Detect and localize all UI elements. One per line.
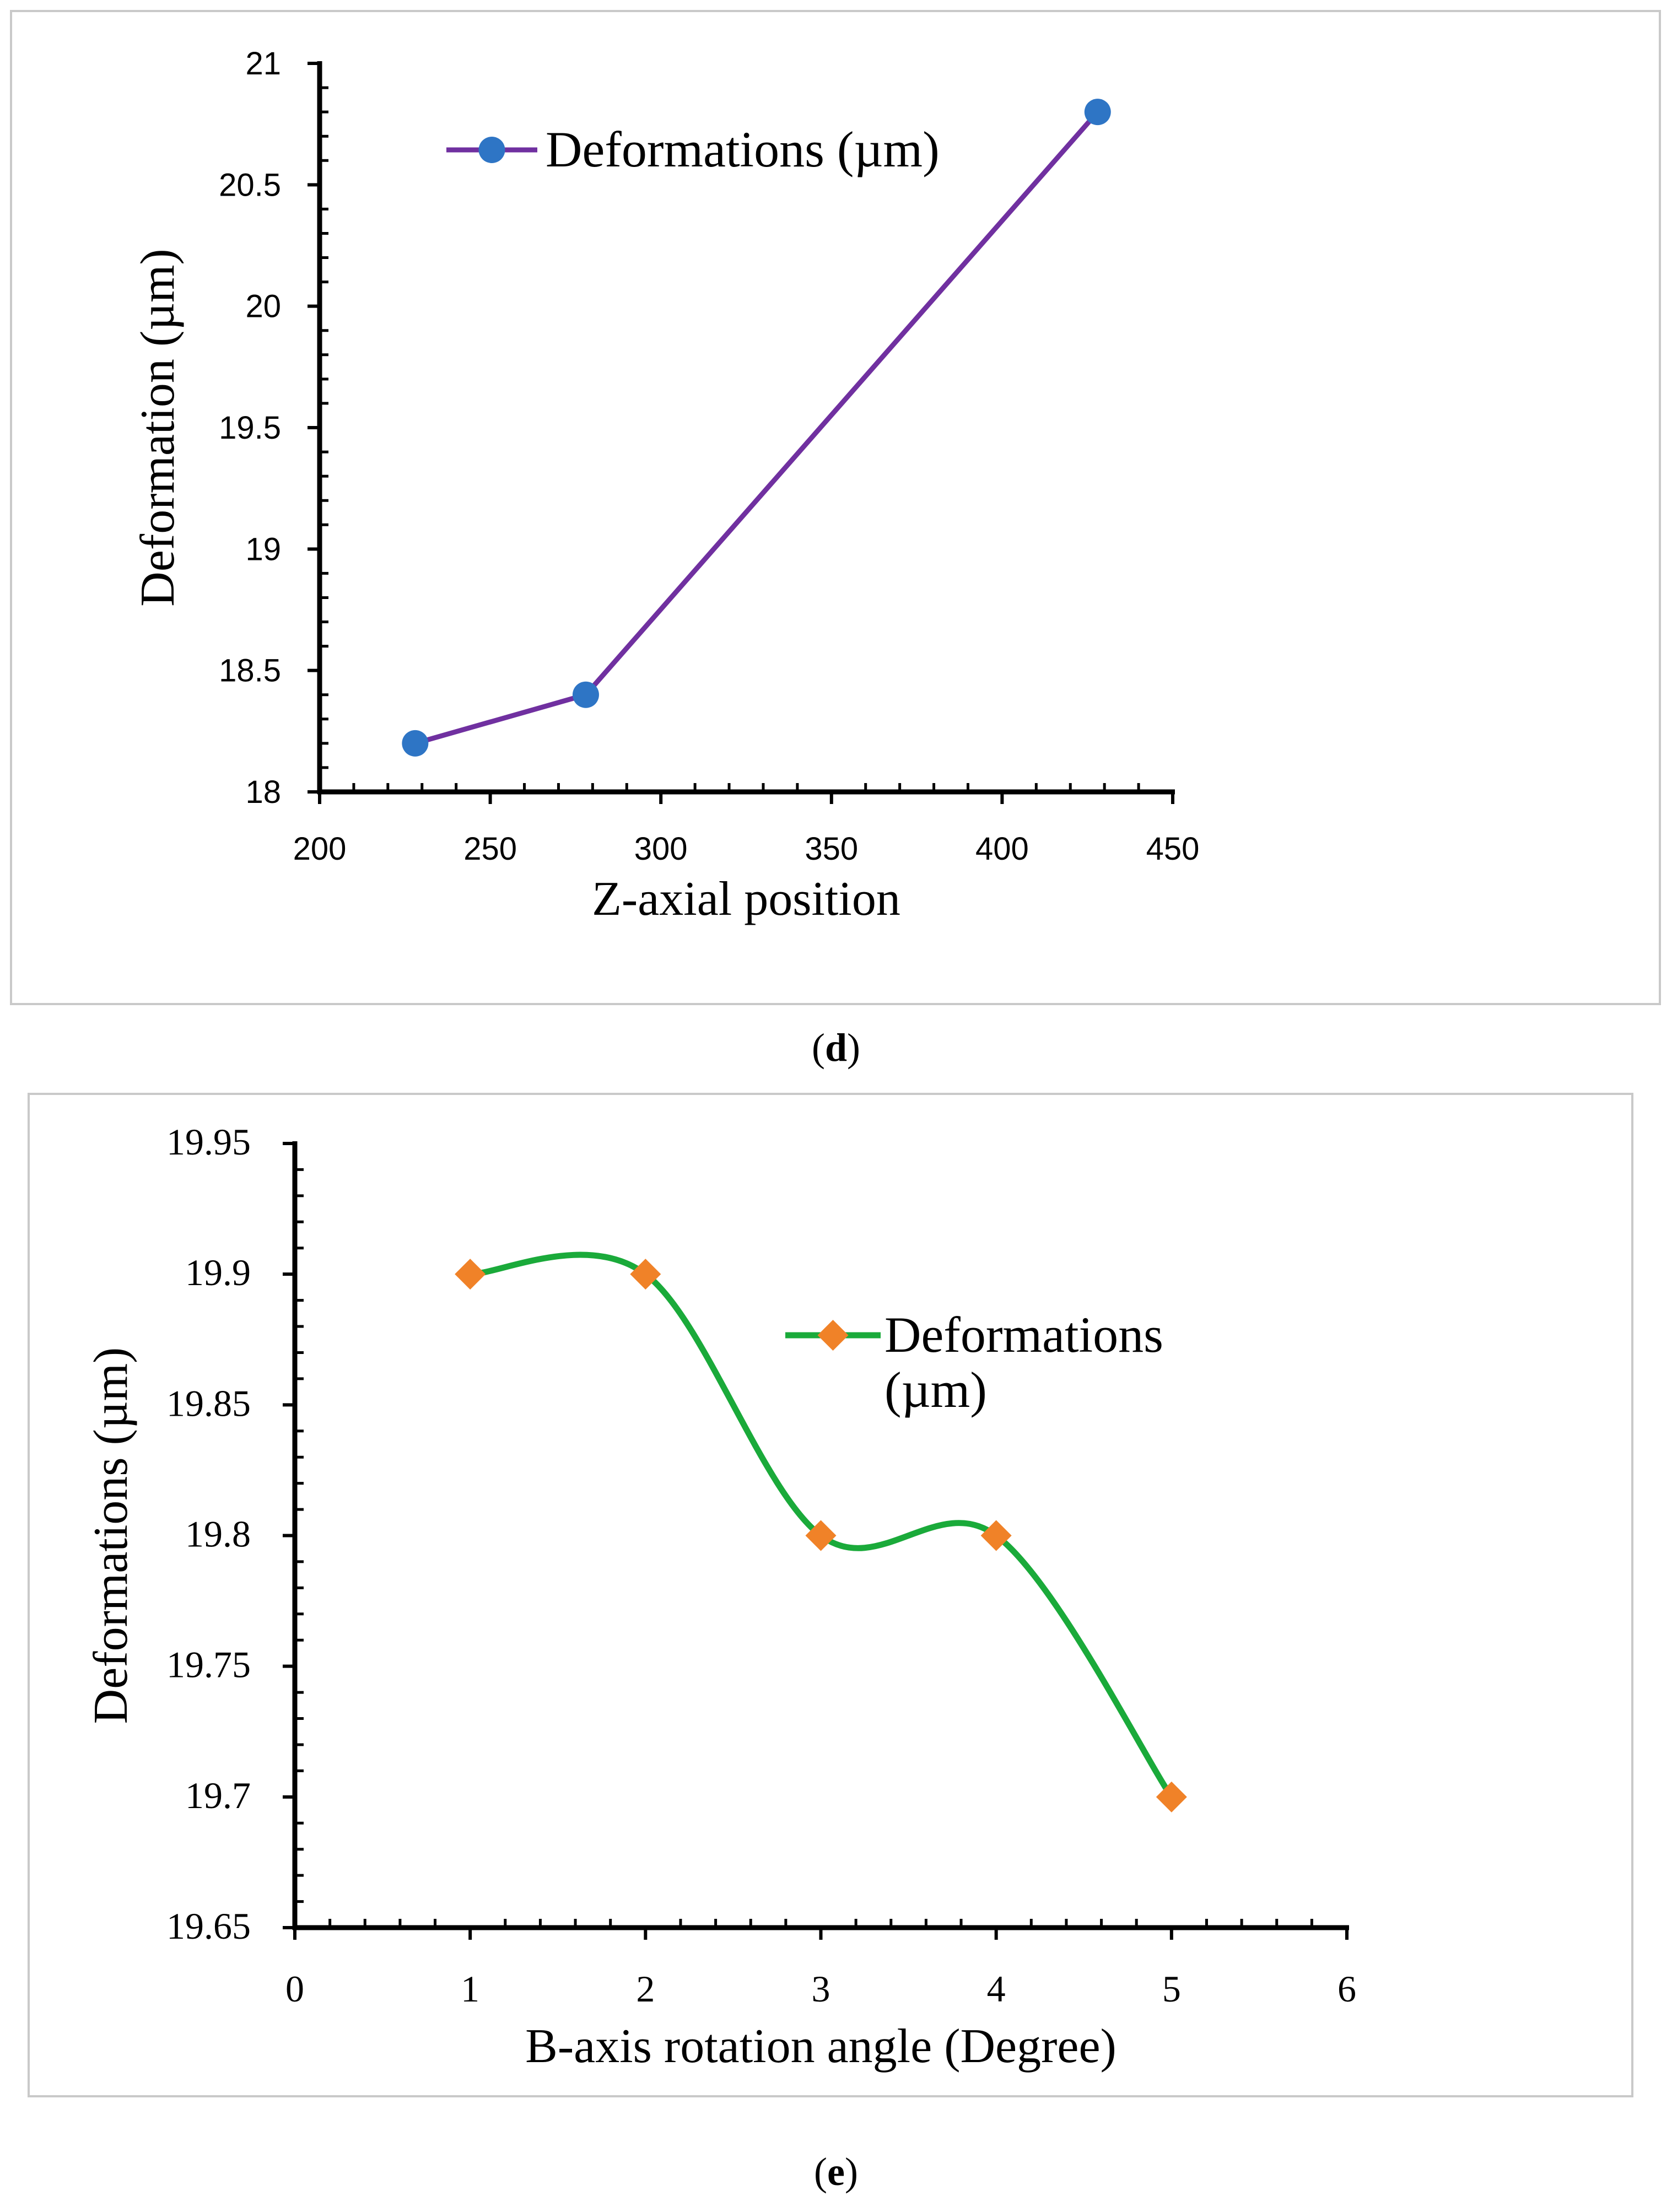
panel-d-y-tick-label: 18 — [245, 774, 281, 810]
panel-d-x-tick-label: 350 — [805, 831, 858, 867]
panel-d-x-tick-label: 400 — [975, 831, 1029, 867]
panel-e-x-tick-label: 3 — [812, 1968, 830, 2010]
panel-e-y-tick-label: 19.95 — [166, 1121, 251, 1163]
panel-e-y-tick-label: 19.85 — [166, 1382, 251, 1424]
panel-e-legend-label: (µm) — [884, 1362, 987, 1418]
panel-d-data-point — [1084, 99, 1111, 126]
panel-e-y-tick-label: 19.75 — [166, 1644, 251, 1686]
panel-e-y-axis-label: Deformations (µm) — [84, 1347, 138, 1724]
panel-e-x-tick-label: 6 — [1337, 1968, 1356, 2010]
panel-e-data-point — [1156, 1781, 1187, 1812]
chart-d: 18 18.5 19 19.5 20 20.5 21 200 250 300 350 400 450 Z-… — [131, 46, 1200, 926]
panel-d-x-tick-label: 200 — [293, 831, 347, 867]
panel-d-x-tick-label: 250 — [463, 831, 517, 867]
panel-e-y-tick-label: 19.7 — [185, 1774, 251, 1816]
panel-e-x-tick-label: 2 — [636, 1968, 655, 2010]
caption-e: (e) — [814, 2150, 858, 2194]
panel-d-y-tick-label: 19.5 — [219, 410, 281, 446]
panel-e-x-tick-label: 0 — [285, 1968, 304, 2010]
panel-d-y-tick-label: 18.5 — [219, 653, 281, 689]
panel-e-x-axis-label: B-axis rotation angle (Degree) — [525, 2020, 1117, 2073]
panel-d-y-tick-label: 21 — [245, 46, 281, 82]
panel-d-y-tick-label: 19 — [245, 531, 281, 567]
panel-e-x-tick-label: 4 — [987, 1968, 1006, 2010]
panel-e-x-tick-label: 5 — [1162, 1968, 1181, 2010]
panel-e-data-point — [980, 1520, 1012, 1551]
panel-d-y-tick-label: 20 — [245, 289, 281, 325]
panel-e-legend-marker — [817, 1320, 849, 1351]
panel-d-x-axis-label: Z-axial position — [592, 872, 900, 926]
panel-e-data-point — [630, 1259, 661, 1290]
panel-d-data-point — [572, 681, 599, 708]
panel-e-y-tick-label: 19.9 — [185, 1251, 251, 1293]
caption-d: (d) — [811, 1026, 860, 1070]
chart-panel-d — [10, 10, 1661, 1005]
panel-e-y-tick-label: 19.65 — [166, 1905, 251, 1947]
panel-d-data-point — [402, 730, 429, 757]
panel-d-y-axis-label: Deformation (µm) — [131, 249, 185, 606]
panel-d-x-tick-label: 450 — [1146, 831, 1200, 867]
panel-d-y-tick-label: 20.5 — [219, 167, 281, 203]
panel-d-x-tick-label: 300 — [634, 831, 688, 867]
panel-e-x-tick-label: 1 — [461, 1968, 479, 2010]
panel-e-data-point — [455, 1259, 486, 1290]
panel-e-data-point — [805, 1520, 837, 1551]
panel-d-legend-marker — [478, 137, 505, 163]
panel-d-legend-label: Deformations (µm) — [546, 121, 940, 177]
panel-e-legend-label: Deformations — [884, 1307, 1163, 1363]
panel-e-y-tick-label: 19.8 — [185, 1513, 251, 1555]
